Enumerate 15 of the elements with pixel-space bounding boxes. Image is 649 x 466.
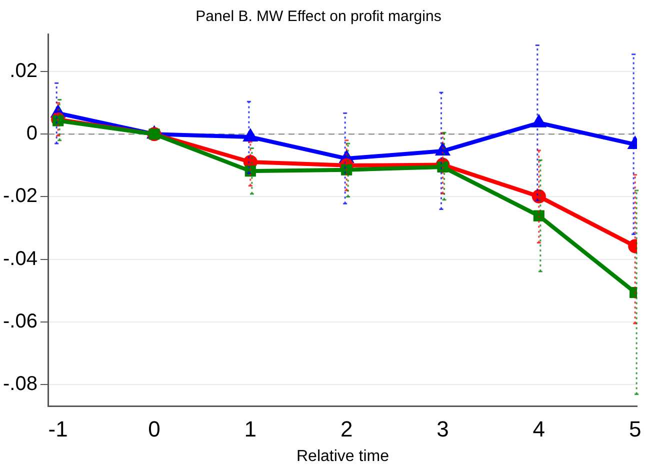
y-tick-label: 0 [26, 122, 38, 145]
y-tick-label: -.06 [2, 310, 38, 332]
x-tick-label: 0 [148, 416, 160, 442]
y-tick-label: -.02 [2, 185, 38, 208]
x-tick-label: 2 [340, 416, 353, 442]
x-tick-label: 1 [244, 416, 257, 442]
x-tick-label: 5 [628, 416, 642, 442]
y-tick-label: .02 [10, 60, 38, 82]
x-tick-label: 3 [436, 416, 449, 442]
x-tick-label: 4 [532, 416, 546, 442]
y-tick-label: -.04 [2, 248, 38, 270]
x-tick-label: -1 [48, 416, 68, 442]
chart-title: Panel B. MW Effect on profit margins [196, 8, 442, 26]
y-tick-label: -.08 [2, 373, 38, 396]
x-axis-title: Relative time [296, 448, 390, 465]
